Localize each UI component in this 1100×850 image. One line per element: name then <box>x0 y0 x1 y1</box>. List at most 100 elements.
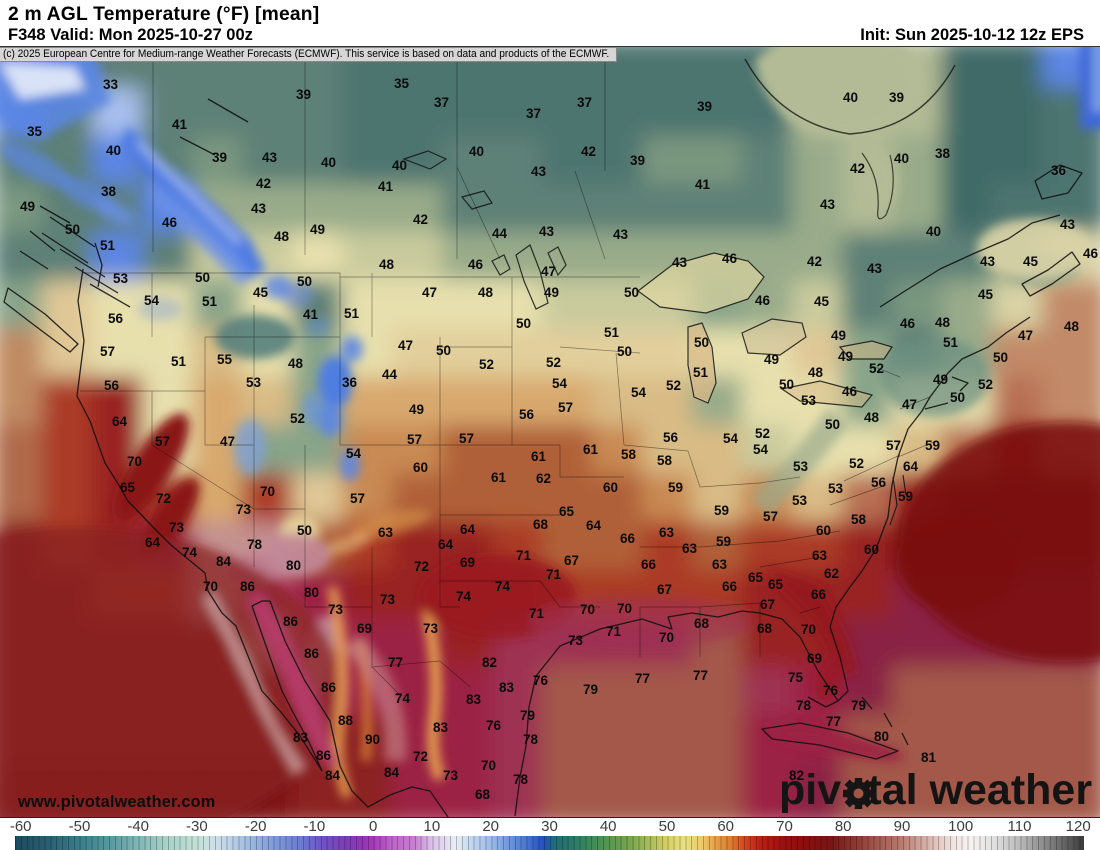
svg-text:58: 58 <box>621 447 637 462</box>
svg-text:51: 51 <box>693 365 709 380</box>
svg-text:50: 50 <box>195 270 210 285</box>
svg-text:69: 69 <box>460 555 475 570</box>
svg-text:52: 52 <box>479 357 494 372</box>
svg-text:40: 40 <box>392 158 407 173</box>
svg-text:36: 36 <box>342 375 358 390</box>
svg-text:64: 64 <box>903 459 919 474</box>
svg-text:52: 52 <box>546 355 561 370</box>
svg-text:72: 72 <box>414 559 429 574</box>
svg-text:53: 53 <box>246 375 262 390</box>
svg-text:43: 43 <box>672 255 688 270</box>
svg-text:70: 70 <box>801 622 816 637</box>
svg-text:50: 50 <box>694 335 709 350</box>
svg-text:69: 69 <box>357 621 372 636</box>
svg-text:49: 49 <box>831 328 846 343</box>
svg-text:46: 46 <box>468 257 484 272</box>
svg-text:47: 47 <box>220 434 235 449</box>
svg-text:77: 77 <box>388 655 403 670</box>
svg-text:63: 63 <box>712 557 728 572</box>
svg-text:50: 50 <box>436 343 451 358</box>
svg-text:49: 49 <box>838 349 853 364</box>
svg-text:63: 63 <box>378 525 394 540</box>
svg-text:68: 68 <box>757 621 773 636</box>
svg-text:50: 50 <box>993 350 1008 365</box>
svg-text:55: 55 <box>217 352 233 367</box>
svg-text:54: 54 <box>552 376 568 391</box>
svg-text:78: 78 <box>796 698 812 713</box>
svg-text:50: 50 <box>297 274 312 289</box>
svg-text:43: 43 <box>980 254 996 269</box>
svg-text:64: 64 <box>112 414 128 429</box>
svg-text:77: 77 <box>693 668 708 683</box>
svg-text:54: 54 <box>631 385 647 400</box>
svg-text:45: 45 <box>814 294 830 309</box>
svg-text:71: 71 <box>606 624 622 639</box>
svg-text:48: 48 <box>288 356 304 371</box>
svg-text:60: 60 <box>603 480 618 495</box>
svg-text:63: 63 <box>682 541 698 556</box>
svg-text:56: 56 <box>663 430 679 445</box>
svg-text:49: 49 <box>764 352 779 367</box>
svg-text:76: 76 <box>533 673 549 688</box>
svg-text:60: 60 <box>816 523 831 538</box>
svg-text:67: 67 <box>657 582 672 597</box>
svg-text:50: 50 <box>297 523 312 538</box>
svg-text:48: 48 <box>379 257 395 272</box>
svg-text:70: 70 <box>481 758 496 773</box>
svg-text:46: 46 <box>162 215 178 230</box>
svg-text:39: 39 <box>630 153 645 168</box>
svg-text:61: 61 <box>531 449 547 464</box>
svg-text:74: 74 <box>456 589 472 604</box>
svg-text:86: 86 <box>240 579 256 594</box>
svg-text:48: 48 <box>864 410 880 425</box>
svg-text:66: 66 <box>620 531 636 546</box>
svg-text:71: 71 <box>529 606 545 621</box>
svg-text:43: 43 <box>251 201 267 216</box>
svg-text:41: 41 <box>378 179 394 194</box>
svg-text:90: 90 <box>365 732 380 747</box>
svg-text:73: 73 <box>236 502 252 517</box>
svg-text:47: 47 <box>902 397 917 412</box>
svg-text:77: 77 <box>635 671 650 686</box>
svg-text:65: 65 <box>120 480 136 495</box>
svg-text:40: 40 <box>843 90 858 105</box>
svg-text:73: 73 <box>328 602 344 617</box>
svg-text:59: 59 <box>898 489 913 504</box>
svg-text:59: 59 <box>714 503 729 518</box>
svg-text:59: 59 <box>668 480 683 495</box>
svg-text:50: 50 <box>65 222 80 237</box>
svg-text:84: 84 <box>325 768 341 783</box>
svg-text:47: 47 <box>1018 328 1033 343</box>
svg-text:51: 51 <box>202 294 218 309</box>
svg-text:64: 64 <box>586 518 602 533</box>
svg-text:68: 68 <box>533 517 549 532</box>
svg-text:48: 48 <box>808 365 824 380</box>
svg-text:46: 46 <box>755 293 771 308</box>
svg-text:63: 63 <box>812 548 828 563</box>
svg-text:73: 73 <box>443 768 459 783</box>
svg-text:72: 72 <box>156 491 171 506</box>
svg-text:56: 56 <box>519 407 535 422</box>
svg-text:66: 66 <box>722 579 738 594</box>
svg-text:53: 53 <box>113 271 129 286</box>
svg-text:50: 50 <box>825 417 840 432</box>
svg-text:52: 52 <box>869 361 884 376</box>
svg-text:81: 81 <box>921 750 937 765</box>
svg-text:44: 44 <box>382 367 398 382</box>
svg-text:83: 83 <box>499 680 515 695</box>
svg-text:59: 59 <box>925 438 940 453</box>
svg-text:83: 83 <box>466 692 482 707</box>
svg-text:57: 57 <box>155 434 170 449</box>
svg-text:51: 51 <box>171 354 187 369</box>
svg-text:53: 53 <box>793 459 809 474</box>
svg-text:88: 88 <box>338 713 354 728</box>
svg-text:43: 43 <box>820 197 836 212</box>
svg-text:78: 78 <box>247 537 263 552</box>
svg-text:54: 54 <box>144 293 160 308</box>
svg-text:52: 52 <box>290 411 305 426</box>
svg-text:64: 64 <box>438 537 454 552</box>
svg-text:48: 48 <box>935 315 951 330</box>
svg-text:43: 43 <box>539 224 555 239</box>
svg-text:74: 74 <box>395 691 411 706</box>
svg-text:71: 71 <box>516 548 532 563</box>
